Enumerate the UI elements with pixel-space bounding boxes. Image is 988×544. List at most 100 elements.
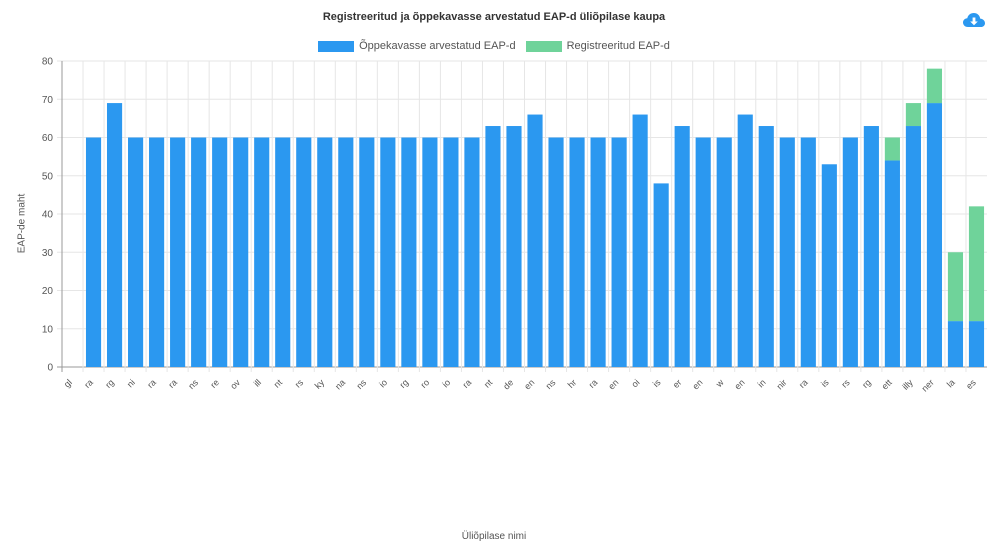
bar-registreeritud (905, 103, 921, 127)
x-tick-label: nir (775, 377, 789, 391)
bar-oppekava (632, 114, 648, 367)
legend-label-registreeritud: Registreeritud EAP-d (566, 40, 670, 52)
bar-oppekava (527, 114, 543, 367)
x-tick-label: io (440, 377, 452, 389)
bar-oppekava (338, 137, 354, 367)
bar-registreeritud (968, 206, 985, 322)
y-tick-label: 80 (42, 57, 54, 68)
bar-oppekava (443, 137, 459, 367)
bar-oppekava (842, 137, 858, 367)
y-tick-label: 30 (42, 248, 54, 259)
y-tick-label: 20 (42, 286, 54, 297)
bar-oppekava (695, 137, 711, 367)
bar-oppekava (674, 126, 690, 368)
bar-registreeritud (947, 252, 964, 322)
bar-oppekava (128, 137, 144, 367)
x-tick-label: en (522, 377, 536, 391)
x-tick-label: ett (880, 377, 894, 391)
bar-oppekava (85, 137, 102, 367)
x-tick-label: ro (419, 377, 432, 390)
bar-oppekava (947, 321, 964, 367)
x-tick-label: rs (839, 377, 852, 390)
bar-oppekava (317, 137, 333, 367)
x-tick-label: oi (630, 377, 642, 389)
legend-item-registreeritud[interactable]: Registreeritud EAP-d (525, 40, 670, 52)
x-tick-label: gl (62, 377, 74, 389)
x-tick-label: es (964, 377, 978, 391)
bar-oppekava (191, 137, 207, 367)
bar-oppekava (401, 137, 417, 367)
legend-item-oppekava[interactable]: Õppekavasse arvestatud EAP-d (318, 40, 516, 52)
bar-registreeritud (926, 68, 943, 104)
legend: Õppekavasse arvestatud EAP-d Registreeri… (0, 40, 988, 52)
y-tick-label: 10 (42, 324, 54, 335)
x-axis-label: Üliõpilase nimi (461, 531, 527, 542)
x-tick-label: er (671, 377, 684, 390)
bar-registreeritud (884, 137, 900, 161)
y-axis-label: EAP-de maht (16, 193, 28, 254)
bar-oppekava (758, 126, 774, 368)
cloud-download-icon (963, 13, 985, 27)
bar-oppekava (863, 126, 879, 368)
download-button[interactable] (962, 10, 986, 30)
legend-swatch-registreeritud (525, 40, 562, 52)
bar-oppekava (254, 137, 270, 367)
bar-oppekava (653, 183, 669, 367)
y-tick-label: 70 (42, 95, 54, 106)
bar-oppekava (296, 137, 312, 367)
bar-oppekava (380, 137, 396, 367)
bar-oppekava (926, 103, 943, 367)
legend-label-oppekava: Õppekavasse arvestatud EAP-d (359, 40, 516, 52)
x-tick-label: rg (398, 377, 411, 390)
x-tick-label: ra (145, 377, 158, 390)
x-tick-label: is (651, 377, 663, 389)
y-tick-label: 50 (42, 171, 54, 182)
bar-oppekava (800, 137, 816, 367)
bar-oppekava (737, 114, 753, 367)
x-tick-label: ra (461, 377, 474, 390)
x-tick-label: rg (860, 377, 873, 390)
y-tick-label: 0 (47, 363, 53, 374)
bar-oppekava (506, 126, 522, 368)
x-tick-label: en (606, 377, 620, 391)
x-tick-label: rg (103, 377, 116, 390)
bar-oppekava (569, 137, 585, 367)
x-tick-label: ns (544, 377, 558, 391)
x-tick-label: de (501, 377, 515, 391)
x-tick-label: hr (566, 377, 579, 390)
x-tick-label: ns (186, 377, 200, 391)
bar-oppekava (170, 137, 186, 367)
bar-oppekava (212, 137, 228, 367)
bar-oppekava (149, 137, 165, 367)
x-tick-label: nt (272, 377, 285, 390)
x-tick-label: nt (482, 377, 495, 390)
x-tick-label: io (377, 377, 389, 389)
x-tick-label: rs (293, 377, 306, 390)
bar-oppekava (233, 137, 249, 367)
x-tick-label: ra (166, 377, 179, 390)
x-tick-label: ra (587, 377, 600, 390)
x-tick-label: is (819, 377, 831, 389)
bar-oppekava (590, 137, 606, 367)
legend-swatch-oppekava (318, 40, 355, 52)
x-tick-label: ni (125, 377, 137, 389)
bar-oppekava (359, 137, 375, 367)
x-tick-label: re (208, 377, 221, 390)
bar-oppekava (968, 321, 985, 367)
bar-oppekava (485, 126, 501, 368)
y-tick-label: 40 (42, 210, 54, 221)
bar-oppekava (884, 160, 900, 367)
chart-title: Registreeritud ja õppekavasse arvestatud… (322, 11, 666, 23)
x-tick-label: ky (313, 377, 327, 391)
x-tick-label: ov (228, 377, 242, 391)
x-tick-label: en (690, 377, 704, 391)
bar-oppekava (548, 137, 564, 367)
x-tick-label: in (756, 377, 768, 389)
bar-oppekava (275, 137, 291, 367)
x-tick-label: ra (797, 377, 810, 390)
x-tick-label: la (945, 377, 957, 389)
x-tick-label: w (713, 377, 726, 390)
x-tick-label: illy (900, 377, 915, 392)
bar-oppekava (716, 137, 732, 367)
